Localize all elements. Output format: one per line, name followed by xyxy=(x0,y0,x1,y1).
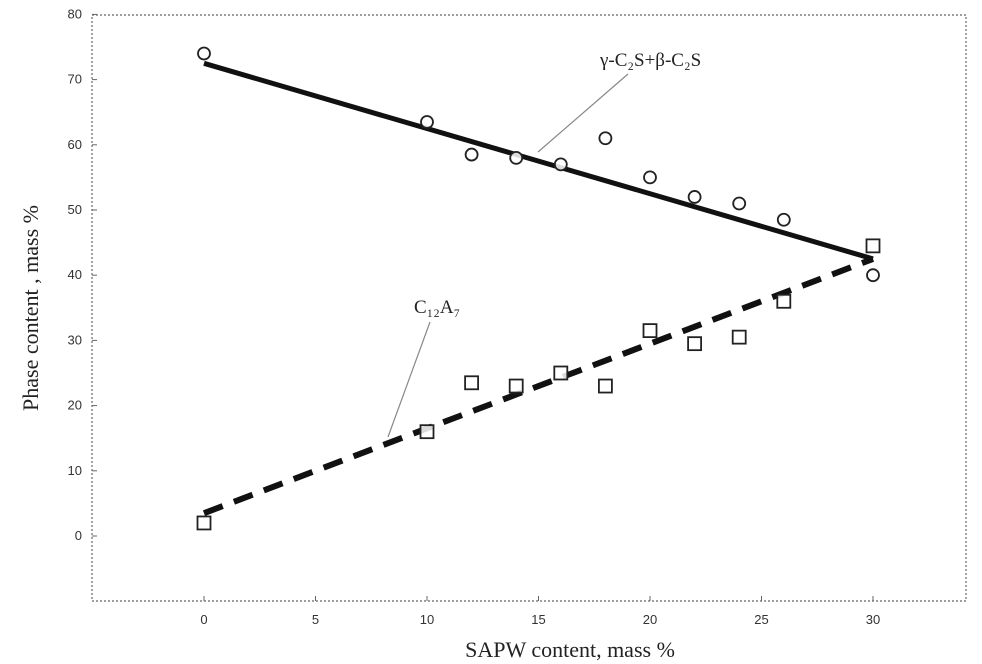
x-tick-label: 10 xyxy=(420,612,434,627)
data-points xyxy=(196,46,881,531)
x-tick-label: 25 xyxy=(754,612,768,627)
x-tick-label: 20 xyxy=(643,612,657,627)
x-tick-label: 5 xyxy=(312,612,319,627)
y-tick-label: 50 xyxy=(68,202,82,217)
x-tick-label: 15 xyxy=(531,612,545,627)
c12a7-point xyxy=(196,515,212,531)
c12a7-point xyxy=(598,378,613,394)
c2s-point xyxy=(687,190,702,204)
c2s-point xyxy=(643,170,657,185)
c2s-point xyxy=(732,196,747,211)
y-tick-label: 70 xyxy=(68,72,82,87)
c2s-point xyxy=(866,268,880,283)
c2s-point xyxy=(553,157,568,172)
x-axis-title: SAPW content, mass % xyxy=(465,637,675,662)
c12a7-point xyxy=(508,378,524,394)
c2s-annotation: γ-C₂S+β-C₂S xyxy=(599,50,701,71)
c12a7-point xyxy=(731,329,747,345)
c2s-point xyxy=(197,46,211,61)
c12a7-point xyxy=(687,336,702,352)
c2s-point xyxy=(598,131,613,146)
c2s-leader-line xyxy=(537,73,629,153)
y-tick-label: 20 xyxy=(68,398,82,413)
c12a7-point xyxy=(419,424,435,440)
annotations: γ-C₂S+β-C₂S C₁₂A₇ xyxy=(387,50,701,438)
y-tick-label: 60 xyxy=(68,137,82,152)
fit-lines xyxy=(202,60,875,516)
c12a7-point xyxy=(464,375,480,391)
c12a7-annotation: C₁₂A₇ xyxy=(414,297,460,318)
c12a7-point xyxy=(642,323,658,339)
y-tick-label: 0 xyxy=(75,528,82,543)
x-tick-label: 0 xyxy=(200,612,207,627)
y-tick-label: 40 xyxy=(68,267,82,282)
y-tick-label: 80 xyxy=(68,6,82,21)
c12a7-leader-line xyxy=(387,321,431,438)
c12a7-fit-line xyxy=(202,256,875,516)
axis-ticks: 0 10 20 30 40 50 60 70 80 0 5 10 15 20 25 30 xyxy=(68,6,881,627)
c2s-point xyxy=(420,115,434,129)
c12a7-point xyxy=(553,365,569,381)
c2s-point xyxy=(509,150,524,165)
y-tick-label: 30 xyxy=(68,332,82,347)
c12a7-point xyxy=(865,238,881,254)
y-axis-title: Phase content , mass % xyxy=(18,205,43,411)
c2s-point xyxy=(464,147,479,162)
plot-frame xyxy=(91,14,967,602)
c2s-fit-line xyxy=(203,60,874,262)
c2s-point xyxy=(776,212,791,227)
c12a7-point xyxy=(776,293,792,309)
y-tick-label: 10 xyxy=(68,463,82,478)
x-tick-label: 30 xyxy=(866,612,880,627)
